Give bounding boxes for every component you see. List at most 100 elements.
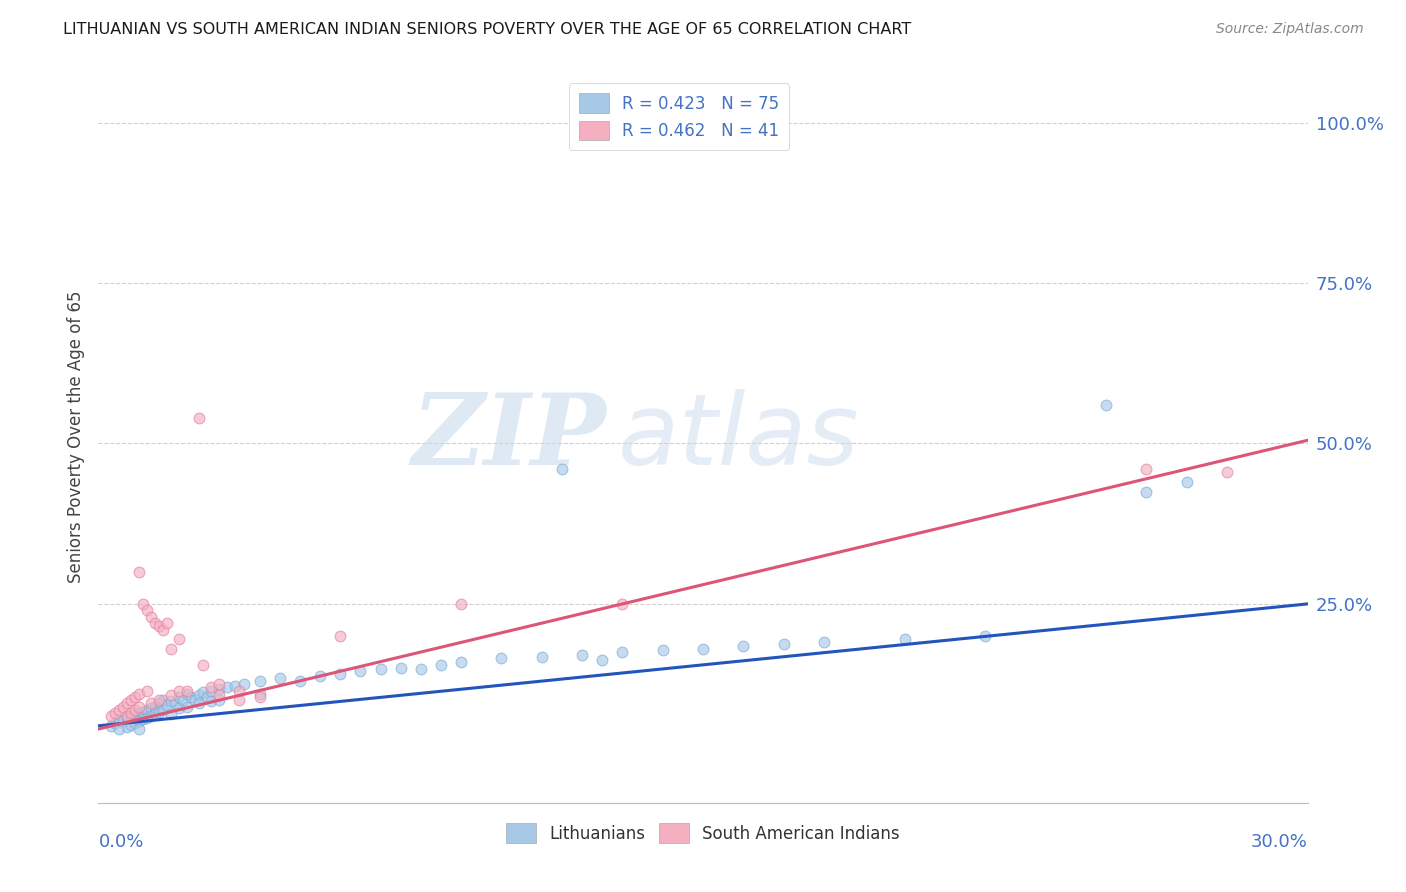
Point [148, 705, 170, 719]
Point [128, 565, 150, 579]
Point [135, 683, 157, 698]
Point [163, 697, 186, 711]
Point [208, 677, 231, 691]
Point [139, 697, 162, 711]
Point [124, 715, 146, 730]
Point [188, 688, 211, 702]
Point [228, 683, 250, 698]
Point [148, 697, 170, 711]
Point [249, 687, 271, 701]
Point [139, 701, 162, 715]
Point [115, 709, 138, 723]
Point [128, 706, 150, 720]
Point [120, 717, 142, 731]
Point [200, 681, 222, 695]
Point [124, 703, 146, 717]
Point [124, 707, 146, 722]
Legend: Lithuanians, South American Indians: Lithuanians, South American Indians [499, 817, 907, 849]
Point [349, 665, 371, 679]
Point [193, 657, 215, 672]
Point [491, 651, 513, 665]
Point [772, 637, 794, 651]
Point [135, 711, 157, 725]
Point [107, 722, 129, 736]
Y-axis label: Seniors Poverty Over the Age of 65: Seniors Poverty Over the Age of 65 [66, 291, 84, 583]
Point [152, 693, 174, 707]
Point [135, 703, 157, 717]
Point [692, 641, 714, 656]
Point [120, 706, 142, 720]
Point [160, 641, 183, 656]
Point [1095, 398, 1118, 412]
Point [176, 683, 198, 698]
Point [132, 597, 155, 611]
Point [100, 709, 122, 723]
Point [167, 690, 190, 704]
Point [893, 632, 915, 647]
Point [224, 679, 246, 693]
Point [103, 706, 125, 720]
Text: Source: ZipAtlas.com: Source: ZipAtlas.com [1216, 22, 1364, 37]
Point [329, 667, 352, 681]
Point [107, 712, 129, 726]
Point [156, 698, 179, 713]
Point [120, 693, 142, 707]
Point [167, 632, 190, 647]
Text: ZIP: ZIP [412, 389, 606, 485]
Point [128, 714, 150, 728]
Point [200, 683, 222, 698]
Point [217, 681, 239, 695]
Point [152, 623, 174, 637]
Point [115, 711, 138, 725]
Point [160, 688, 183, 702]
Point [103, 715, 125, 730]
Point [612, 645, 634, 659]
Point [148, 693, 170, 707]
Point [813, 635, 835, 649]
Point [309, 669, 332, 683]
Point [530, 649, 553, 664]
Point [208, 693, 231, 707]
Point [188, 697, 211, 711]
Point [160, 694, 183, 708]
Point [195, 690, 218, 704]
Point [135, 603, 157, 617]
Point [409, 662, 432, 676]
Point [111, 699, 134, 714]
Point [176, 699, 198, 714]
Point [329, 629, 352, 643]
Point [591, 653, 613, 667]
Point [115, 697, 138, 711]
Point [128, 687, 150, 701]
Point [249, 673, 271, 688]
Point [100, 719, 122, 733]
Point [111, 714, 134, 728]
Point [167, 701, 190, 715]
Point [571, 648, 593, 663]
Point [208, 681, 231, 696]
Point [176, 687, 198, 701]
Point [156, 616, 179, 631]
Point [974, 629, 997, 643]
Point [172, 693, 194, 707]
Point [733, 639, 755, 653]
Point [269, 671, 291, 685]
Point [120, 709, 142, 723]
Point [167, 683, 190, 698]
Point [128, 722, 150, 736]
Point [143, 616, 166, 631]
Point [612, 597, 634, 611]
Point [115, 720, 138, 734]
Text: atlas: atlas [619, 389, 860, 485]
Point [1216, 466, 1239, 480]
Point [1135, 462, 1157, 476]
Point [107, 703, 129, 717]
Point [651, 643, 673, 657]
Point [139, 709, 162, 723]
Point [200, 694, 222, 708]
Point [389, 661, 412, 675]
Point [450, 597, 472, 611]
Point [232, 677, 254, 691]
Point [148, 619, 170, 633]
Point [132, 712, 155, 726]
